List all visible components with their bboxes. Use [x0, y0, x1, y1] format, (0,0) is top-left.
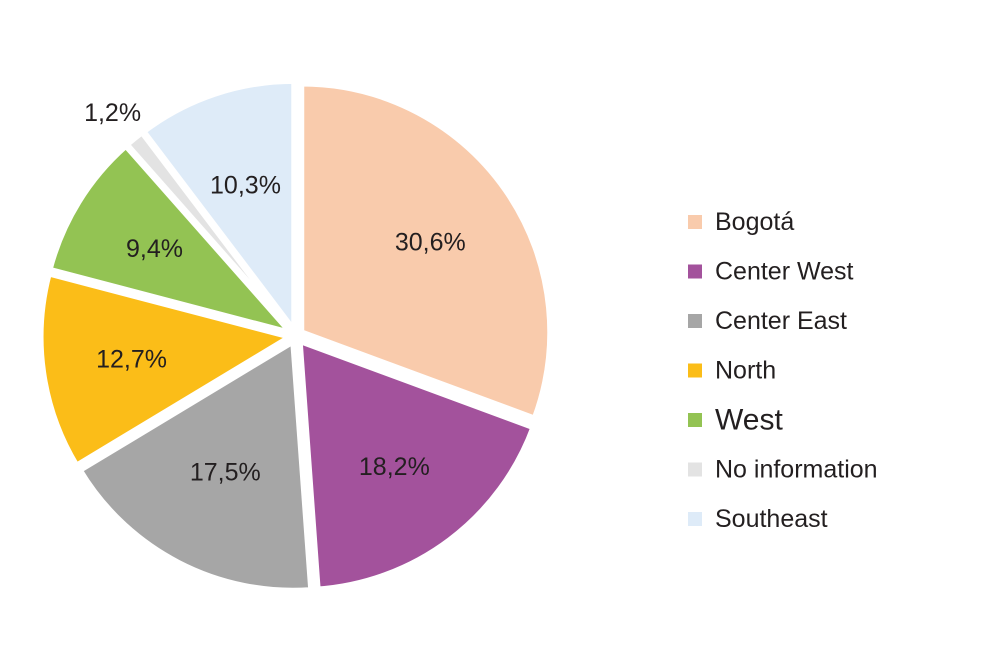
slice-southeast	[140, 78, 297, 337]
legend-label-bogota: Bogotá	[715, 208, 794, 236]
legend-label-center-east: Center East	[715, 307, 847, 335]
legend-label-north: North	[715, 357, 776, 385]
legend-label-southeast: Southeast	[715, 505, 828, 533]
legend-label-center-west: Center West	[715, 258, 854, 286]
slice-west	[47, 142, 298, 337]
legend-swatch-no-information	[688, 462, 702, 477]
slice-center-east	[76, 337, 314, 593]
data-label-center-west: 18,2%	[359, 453, 430, 481]
data-label-no-information: 1,2%	[84, 99, 141, 127]
pie-slices	[38, 78, 553, 593]
slice-north	[38, 271, 296, 469]
legend-swatch-center-east	[688, 314, 702, 328]
data-label-southeast: 10,3%	[210, 172, 281, 200]
legend-label-no-information: No information	[715, 456, 878, 484]
pie-data-labels: 30,6% 18,2% 17,5% 12,7% 9,4% 1,2% 10,3%	[84, 99, 466, 486]
slice-bogota	[299, 81, 553, 422]
legend-swatch-bogota	[688, 215, 702, 229]
legend: Bogotá Center West Center East North West No …	[688, 208, 878, 533]
data-label-west: 9,4%	[126, 235, 183, 263]
data-label-center-east: 17,5%	[190, 459, 261, 487]
legend-swatch-north	[688, 363, 702, 378]
legend-swatch-west	[688, 413, 702, 427]
data-label-north: 12,7%	[96, 346, 167, 374]
data-label-bogota: 30,6%	[395, 228, 466, 256]
legend-swatch-southeast	[688, 512, 702, 526]
legend-swatch-center-west	[688, 264, 702, 279]
slice-center-west	[297, 337, 537, 592]
legend-label-west: West	[715, 404, 783, 437]
